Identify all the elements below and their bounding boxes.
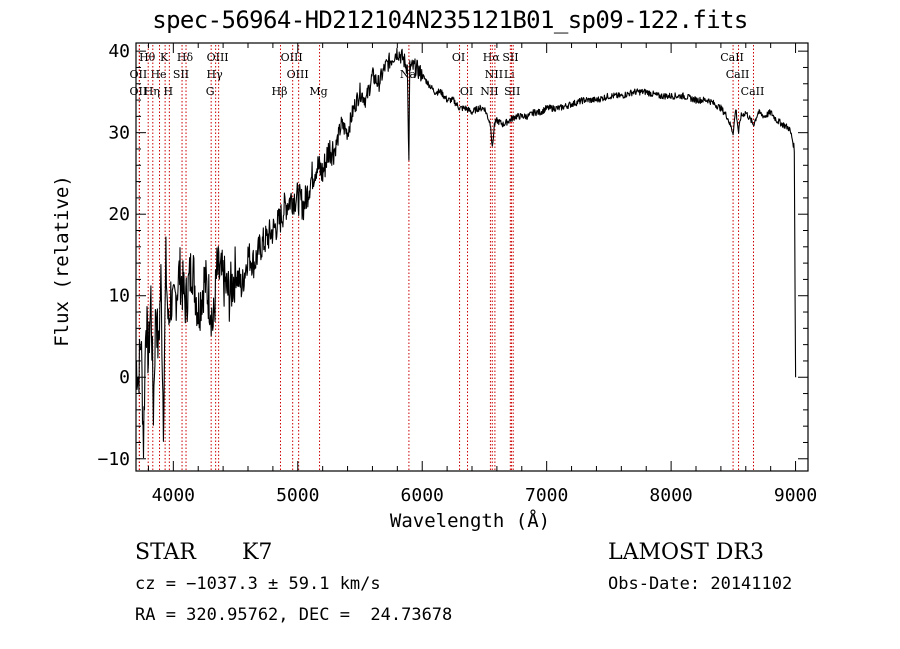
line-marker-label-13: OIII — [287, 68, 309, 81]
redshift-text: cz = −1037.3 ± 59.1 km/s — [135, 574, 381, 594]
y-tick-label-4: 30 — [108, 123, 130, 144]
line-marker-label-5: OI — [452, 51, 465, 64]
y-tick-label-0: −10 — [97, 449, 130, 470]
x-tick-label-3: 7000 — [525, 485, 568, 506]
line-marker-label-24: OI — [460, 85, 473, 98]
line-marker-label-4: OIII — [281, 51, 303, 64]
coordinates-text: RA = 320.95762, DEC = 24.73678 — [135, 605, 453, 625]
y-tick-label-5: 40 — [108, 41, 130, 62]
y-axis-label: Flux (relative) — [51, 175, 73, 347]
line-marker-label-23: Mg — [309, 85, 327, 98]
x-tick-label-4: 8000 — [649, 485, 692, 506]
spectrum-line — [135, 47, 797, 459]
x-tick-label-5: 9000 — [774, 485, 817, 506]
line-marker-label-21: G — [206, 85, 215, 98]
x-tick-label-1: 5000 — [276, 485, 319, 506]
line-marker-label-19: Hη — [144, 85, 160, 98]
line-marker-label-17: CaII — [726, 68, 750, 81]
survey-name: LAMOST DR3 — [608, 540, 764, 565]
y-tick-label-3: 20 — [108, 204, 130, 225]
plot-frame — [135, 42, 809, 472]
line-marker-label-7: SII — [502, 51, 518, 64]
line-marker-label-12: Hγ — [207, 68, 224, 81]
line-marker-label-10: He — [150, 68, 166, 81]
line-marker-label-18: OII — [130, 85, 148, 98]
line-marker-label-9: OII — [130, 68, 148, 81]
line-marker-label-27: CaII — [741, 85, 765, 98]
y-tick-label-2: 10 — [108, 286, 130, 307]
line-marker-label-15: NII — [485, 68, 503, 81]
x-axis-label: Wavelength (Å) — [389, 510, 551, 532]
line-marker-label-14: Na — [400, 68, 417, 81]
line-marker-label-25: NII — [480, 85, 498, 98]
object-class: STAR — [135, 540, 196, 565]
line-marker-label-26: SII — [504, 85, 520, 98]
line-marker-label-8: CaII — [720, 51, 744, 64]
x-tick-label-0: 4000 — [152, 485, 195, 506]
line-marker-label-22: Hβ — [272, 85, 288, 98]
line-marker-label-16: Li — [504, 68, 515, 81]
x-tick-label-2: 6000 — [401, 485, 444, 506]
line-marker-label-0: Hθ — [139, 51, 156, 64]
line-marker-label-3: OIII — [207, 51, 229, 64]
observation-date: Obs-Date: 20141102 — [608, 574, 793, 594]
line-marker-label-2: Hδ — [177, 51, 194, 64]
line-marker-label-1: K — [160, 51, 169, 64]
chart-title: spec-56964-HD212104N235121B01_sp09-122.f… — [152, 6, 748, 34]
line-marker-label-20: H — [164, 85, 174, 98]
line-marker-label-6: Hα — [483, 51, 501, 64]
y-tick-label-1: 0 — [119, 367, 130, 388]
line-marker-label-11: SII — [173, 68, 189, 81]
object-subclass: K7 — [242, 540, 273, 565]
